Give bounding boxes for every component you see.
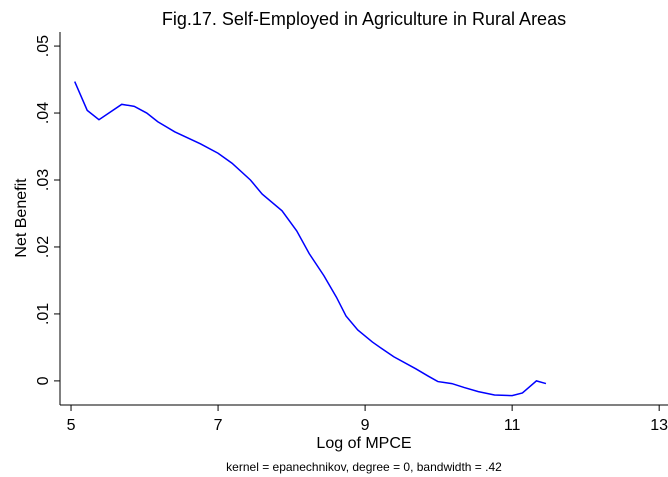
y-tick-label: .01 xyxy=(35,303,52,325)
x-tick-label: 5 xyxy=(67,417,76,434)
y-tick-label: .04 xyxy=(35,102,52,124)
x-tick-label: 9 xyxy=(361,417,370,434)
line xyxy=(74,81,547,397)
y-tick-label: .03 xyxy=(35,169,52,191)
chart-title: Fig.17. Self-Employed in Agriculture in … xyxy=(162,9,566,29)
y-tick-label: .05 xyxy=(35,35,52,57)
x-axis-label: Log of MPCE xyxy=(316,435,411,452)
y-tick-label: 0 xyxy=(35,376,52,385)
y-tick-label: .02 xyxy=(35,236,52,258)
x-tick-label: 11 xyxy=(504,417,521,434)
x-tick-label: 7 xyxy=(214,417,223,434)
x-tick-label: 13 xyxy=(650,417,668,434)
y-axis-label: Net Benefit xyxy=(13,178,30,258)
note: kernel = epanechnikov, degree = 0, bandw… xyxy=(226,460,502,474)
